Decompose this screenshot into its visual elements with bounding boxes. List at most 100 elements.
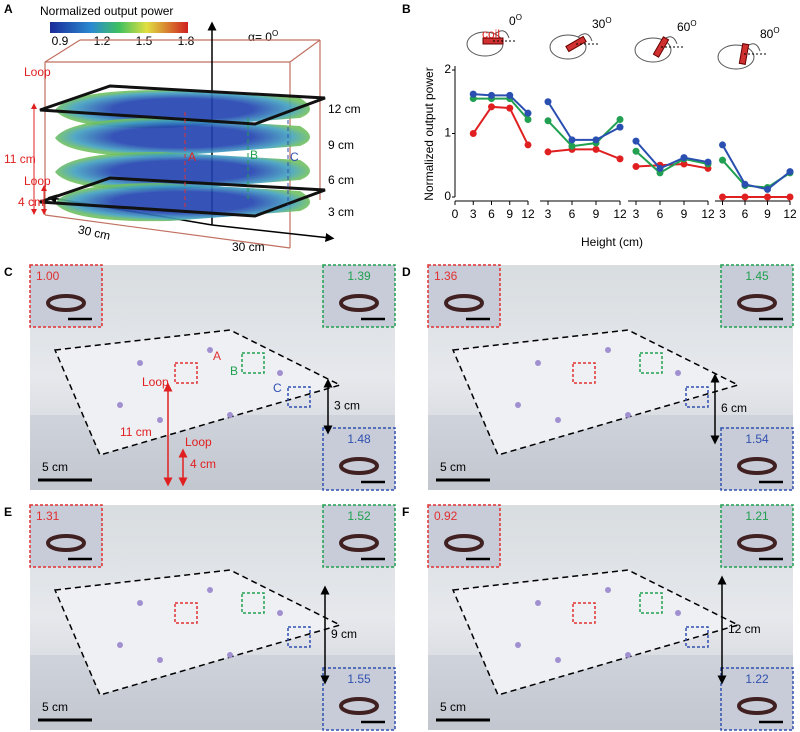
marker-box — [685, 386, 709, 408]
inset-value: 1.52 — [347, 509, 371, 523]
data-point — [680, 160, 688, 168]
scale-label: 5 cm — [440, 700, 466, 714]
mouse-ear — [494, 30, 510, 39]
x-tick-label: 12 — [783, 207, 797, 221]
data-point — [786, 168, 794, 176]
mouse-icon — [549, 33, 600, 60]
receiver — [207, 347, 213, 353]
x-tick-label: 6 — [742, 207, 749, 221]
marker-box — [287, 386, 311, 408]
inset-coil — [339, 457, 379, 475]
data-point — [469, 130, 477, 137]
label: Loop — [185, 435, 212, 449]
angle-label: 30O — [592, 16, 612, 32]
label: coil — [482, 27, 500, 41]
label: 6 cm — [328, 173, 354, 187]
field-layer — [55, 90, 310, 129]
inset-value: 1.22 — [745, 672, 769, 686]
label: α= 0O — [248, 29, 278, 45]
inset-value: 1.21 — [745, 509, 769, 523]
inset-coil — [339, 697, 379, 715]
receiver — [625, 652, 631, 658]
data-point — [524, 116, 532, 124]
marker-box — [287, 626, 311, 648]
receiver — [117, 402, 123, 408]
data-point — [680, 154, 688, 162]
panel-letter: F — [402, 505, 409, 519]
receiver — [157, 657, 163, 663]
label: C — [290, 150, 299, 164]
inset-coil — [444, 534, 484, 552]
receiver — [605, 587, 611, 593]
box-edge — [44, 214, 291, 249]
data-point — [719, 193, 726, 201]
data-point — [568, 136, 576, 144]
data-point — [592, 145, 600, 153]
data-point — [632, 137, 640, 145]
label: 11 cm — [120, 425, 152, 439]
x-tick-label: 0 — [452, 207, 459, 221]
receiver — [515, 642, 521, 648]
label: B — [250, 148, 258, 162]
data-point — [764, 185, 771, 193]
inset-value: 1.54 — [745, 432, 769, 446]
x-tick-label: 12 — [613, 207, 627, 221]
label: A — [188, 150, 196, 164]
series-line — [473, 93, 529, 114]
inset-value: 1.55 — [347, 672, 371, 686]
box-edge — [289, 39, 321, 63]
x-tick-label: 9 — [764, 207, 771, 221]
y-tick-label: 2 — [444, 62, 451, 76]
x-tick-label: 9 — [593, 207, 600, 221]
data-point — [764, 193, 771, 201]
receiver — [625, 412, 631, 418]
field-layer — [55, 183, 310, 222]
x-tick-label: 3 — [719, 207, 726, 221]
series-line — [547, 148, 621, 160]
angle-label: 80O — [760, 26, 780, 42]
receiver — [277, 370, 283, 376]
receiver — [675, 370, 681, 376]
y-tick-label: 0 — [444, 189, 451, 203]
superscript: O — [272, 29, 278, 38]
x-tick-label: 12 — [701, 207, 715, 221]
label: C — [273, 381, 282, 395]
data-point — [719, 141, 726, 149]
panel-letter: D — [402, 265, 411, 279]
x-tick-label: 3 — [633, 207, 640, 221]
data-point — [616, 123, 624, 131]
data-point — [741, 193, 749, 201]
series-line — [547, 118, 621, 148]
scale-label: 5 cm — [440, 460, 466, 474]
coil-loop — [39, 176, 326, 218]
data-point — [544, 148, 552, 156]
marker-box — [572, 362, 596, 384]
field-layer — [55, 118, 310, 157]
series-line — [547, 101, 621, 141]
marker-box — [572, 602, 596, 624]
series-line — [635, 162, 709, 170]
receiver — [227, 652, 233, 658]
series-line — [635, 150, 709, 175]
inset-value: 1.45 — [745, 269, 769, 283]
receiver — [555, 657, 561, 663]
inset-coil — [737, 534, 777, 552]
inset-coil — [46, 294, 86, 312]
inset — [720, 427, 794, 491]
label: Normalized output power — [40, 4, 173, 18]
label: 30 cm — [77, 222, 112, 242]
receiver — [137, 360, 143, 366]
data-point — [469, 90, 477, 98]
marker-box — [639, 592, 663, 614]
label: 1.2 — [94, 34, 111, 48]
receiver — [605, 347, 611, 353]
data-point — [719, 156, 726, 164]
label: 30 cm — [232, 240, 265, 254]
data-point — [544, 98, 552, 106]
receiver — [207, 587, 213, 593]
marker-box — [685, 626, 709, 648]
marker-box — [639, 352, 663, 374]
inset-coil — [737, 294, 777, 312]
data-point — [488, 91, 495, 99]
x-axis-label: Height (cm) — [581, 235, 643, 249]
